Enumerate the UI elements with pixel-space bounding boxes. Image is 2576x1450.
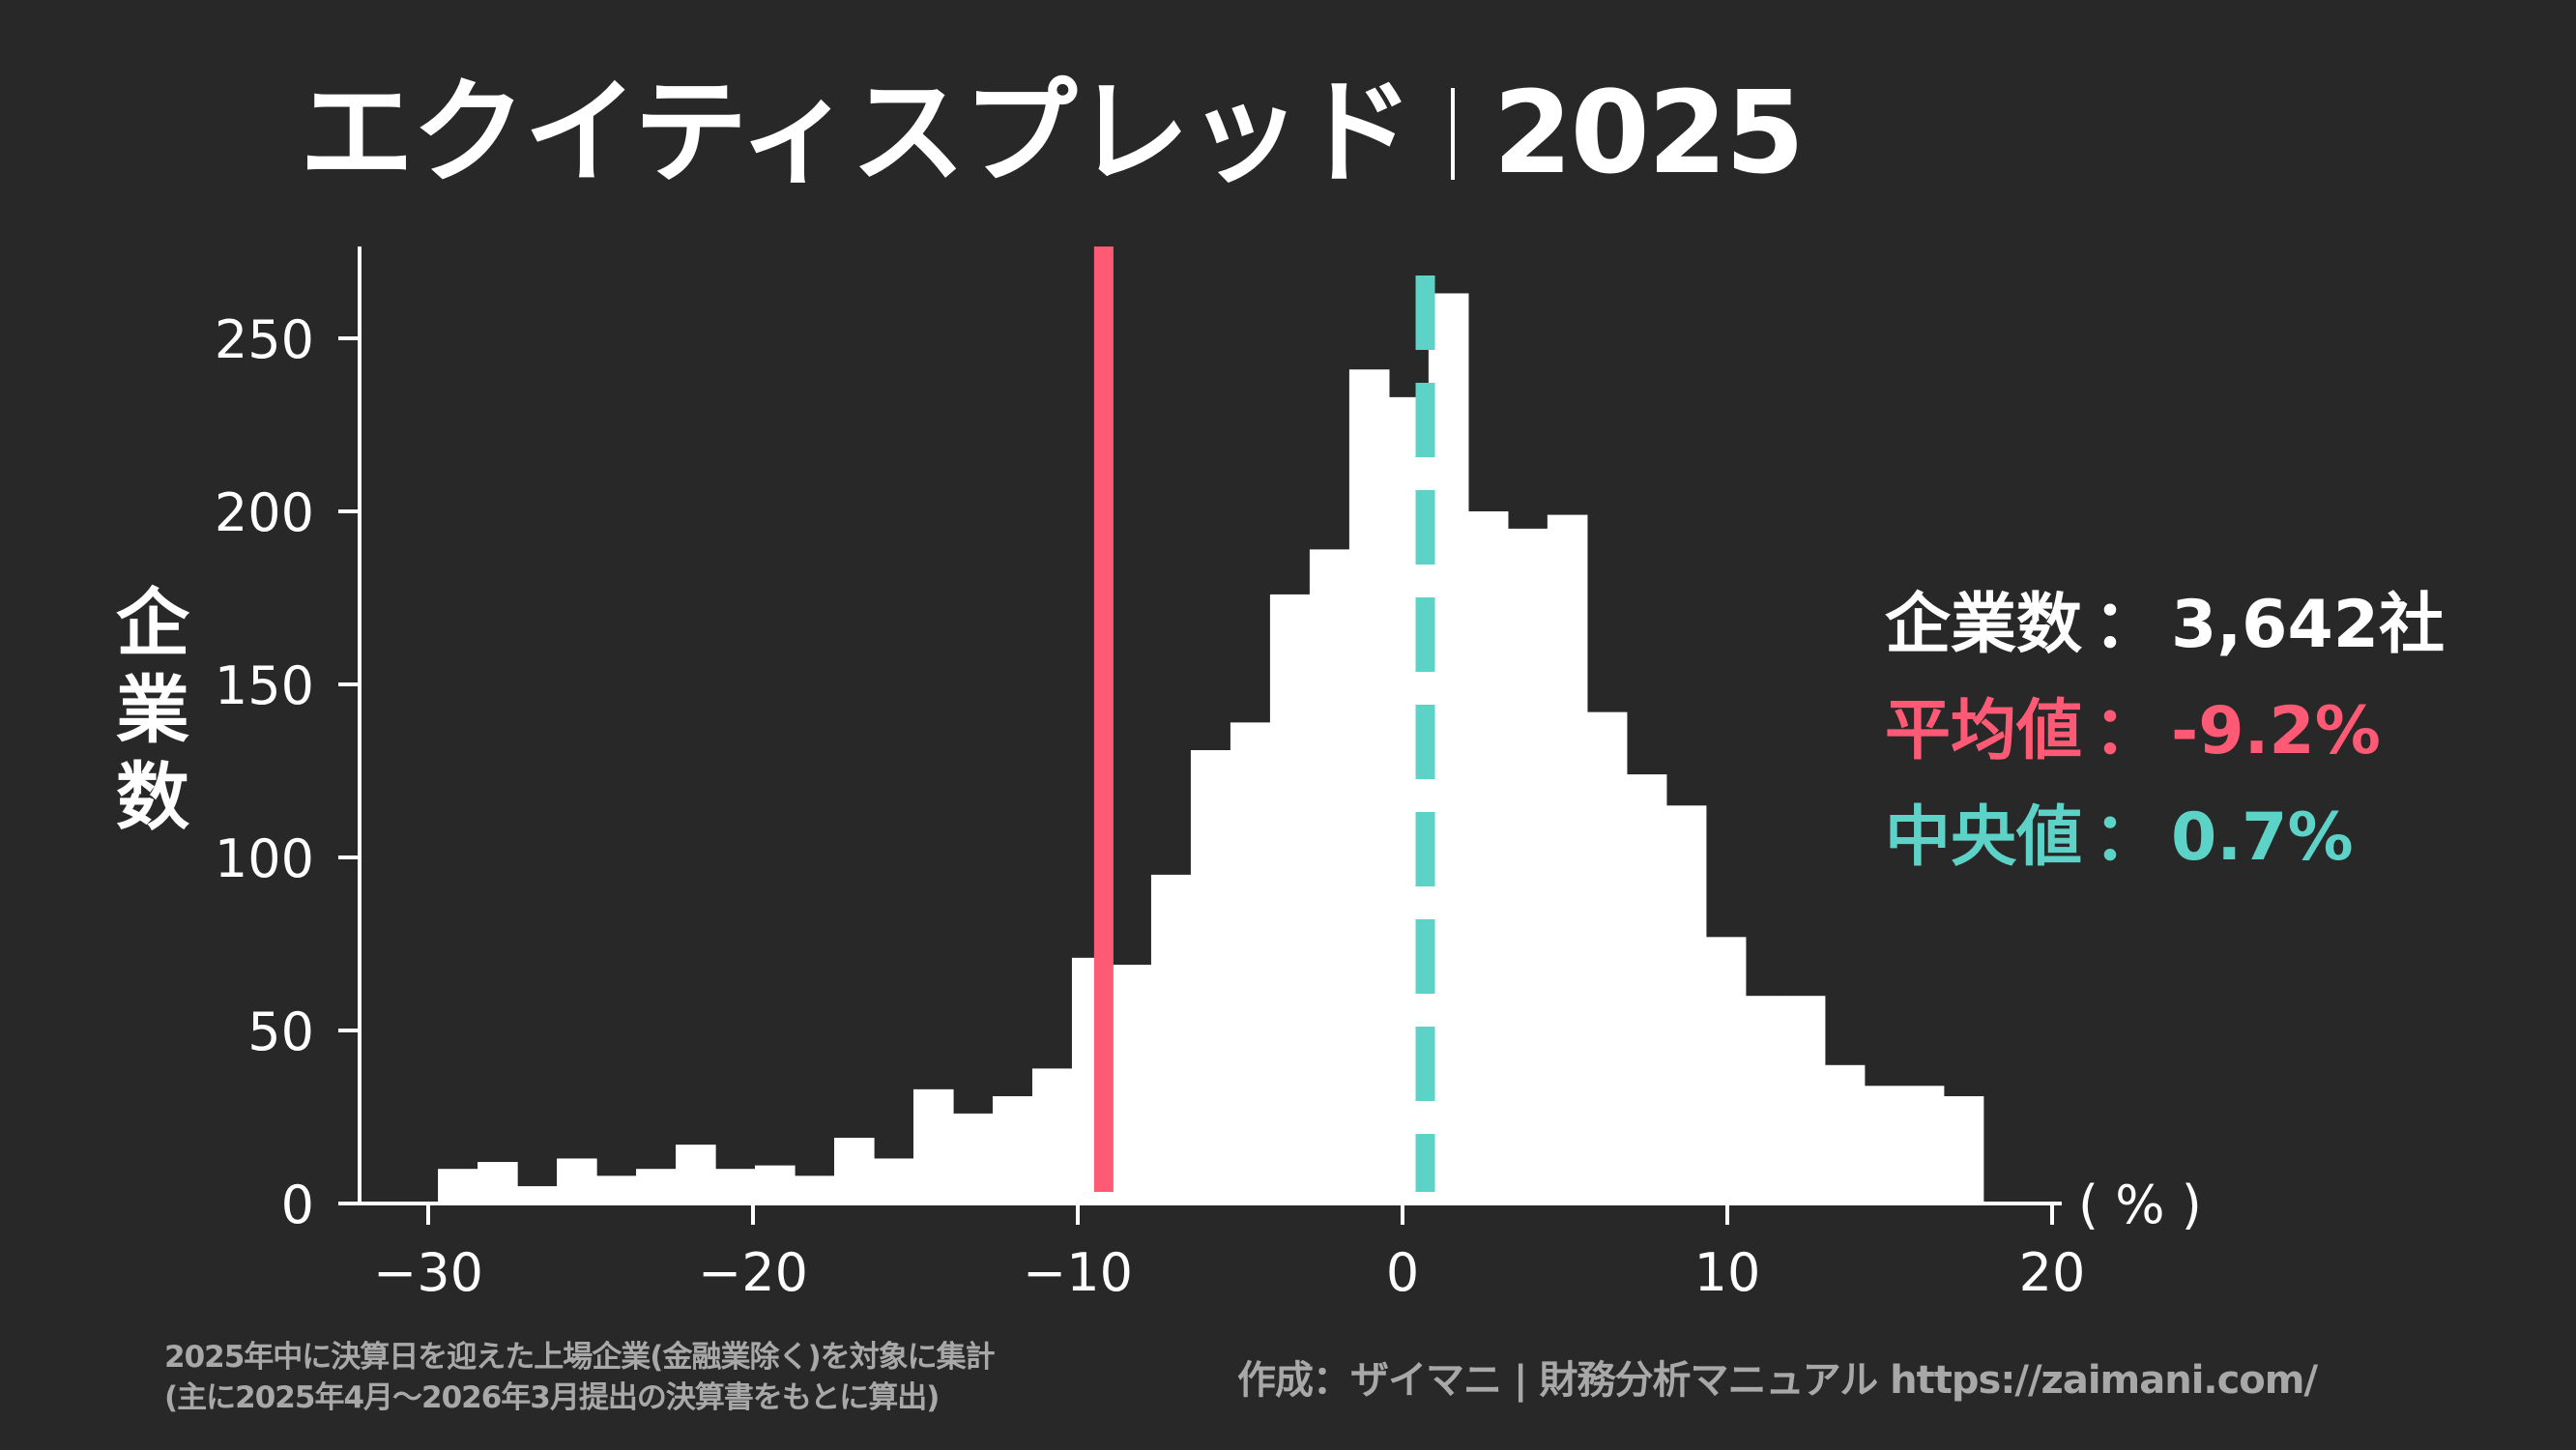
histogram-bar [1745,996,1786,1204]
separator: ： [2094,693,2160,769]
y-axis-label-char: 業 [116,667,189,753]
title-separator [1450,88,1455,180]
x-tick-label: 10 [1694,1242,1761,1303]
y-tick-label: 250 [215,309,314,370]
companies-label: 企業数 [1885,587,2083,663]
histogram-bar [1230,722,1271,1204]
histogram-bar [992,1096,1033,1204]
histogram-bar [1864,1086,1905,1204]
histogram-bar [1269,594,1311,1204]
x-tick-label: 0 [1386,1242,1419,1303]
histogram-bar [873,1158,914,1204]
reference-lines [1093,246,1435,1192]
mean-value: -9.2% [2171,693,2381,769]
histogram-bar [1031,1068,1073,1204]
histogram-bar [755,1165,796,1204]
x-tick-label: −20 [698,1242,808,1303]
histogram-bar [1784,996,1826,1204]
histogram-bar [676,1145,716,1204]
histogram-bar [636,1169,677,1204]
histogram-bar [517,1186,558,1204]
stat-companies: 企業数： 3,642社 [1885,572,2445,679]
histogram-bar [795,1175,835,1204]
y-axis-label: 企 業 数 [108,580,197,841]
median-label: 中央値 [1885,799,2083,876]
axes: 0 50 100 150 200 250 −30 −20 −10 0 10 20 [215,246,2085,1303]
histogram-bars [438,293,1984,1204]
footnote-line-2: (主に2025年4月〜2026年3月提出の決算書をもとに算出) [164,1380,940,1415]
x-tick-label: −10 [1023,1242,1133,1303]
histogram-bar [1943,1096,1984,1204]
histogram-bar [1190,750,1231,1204]
histogram-bar [596,1175,637,1204]
histogram-bar [478,1162,518,1204]
histogram-bar [438,1169,478,1204]
title-year: 2025 [1492,66,1805,199]
footnote-line-1: 2025年中に決算日を迎えた上場企業(金融業除く)を対象に集計 [164,1340,996,1375]
histogram-bar [1428,293,1469,1204]
histogram-bar [1665,805,1707,1204]
y-tick-label: 50 [247,1001,314,1062]
histogram-bar [557,1158,597,1204]
histogram-bar [1507,528,1548,1204]
companies-value: 3,642社 [2171,587,2446,663]
histogram-bar [1547,514,1588,1204]
histogram-bar [1626,774,1667,1204]
histogram-bar [1824,1064,1866,1204]
y-axis-label-char: 数 [116,754,189,840]
y-tick-label: 200 [215,482,314,543]
histogram-bar [715,1169,756,1204]
histogram-bar [1903,1086,1945,1204]
histogram-bar [1586,711,1628,1204]
median-value: 0.7% [2171,799,2354,876]
x-tick-label: −30 [373,1242,483,1303]
histogram-bar [1348,369,1390,1204]
histogram-bar [1111,964,1152,1204]
histogram-bar [1467,511,1509,1204]
credit-text: 作成：ザイマニ | 財務分析マニュアル https://zaimani.com/ [1237,1358,2318,1403]
y-axis-label-char: 企 [116,580,189,666]
title-main: エクイティスプレッド [300,66,1414,199]
y-tick-label: 150 [215,655,314,716]
chart-title: エクイティスプレッド 2025 [300,75,1805,189]
separator: ： [2094,587,2160,663]
histogram-bar [1309,549,1350,1204]
y-tick-label: 100 [215,828,314,889]
stats-annotation: 企業数： 3,642社 平均値： -9.2% 中央値： 0.7% [1885,572,2445,891]
histogram-bar [912,1088,954,1204]
histogram-bar [1705,937,1747,1204]
histogram-bar [1150,874,1192,1204]
histogram-bar [952,1113,994,1204]
x-tick-label: 20 [2019,1242,2086,1303]
y-tick-label: 0 [281,1174,314,1235]
x-axis-unit: ( % ) [2078,1174,2202,1235]
stat-mean: 平均値： -9.2% [1885,679,2445,785]
histogram-bar [834,1137,875,1204]
stat-median: 中央値： 0.7% [1885,785,2445,891]
mean-label: 平均値 [1885,693,2083,769]
separator: ： [2094,799,2160,876]
footnote: 2025年中に決算日を迎えた上場企業(金融業除く)を対象に集計 (主に2025年… [164,1337,996,1418]
